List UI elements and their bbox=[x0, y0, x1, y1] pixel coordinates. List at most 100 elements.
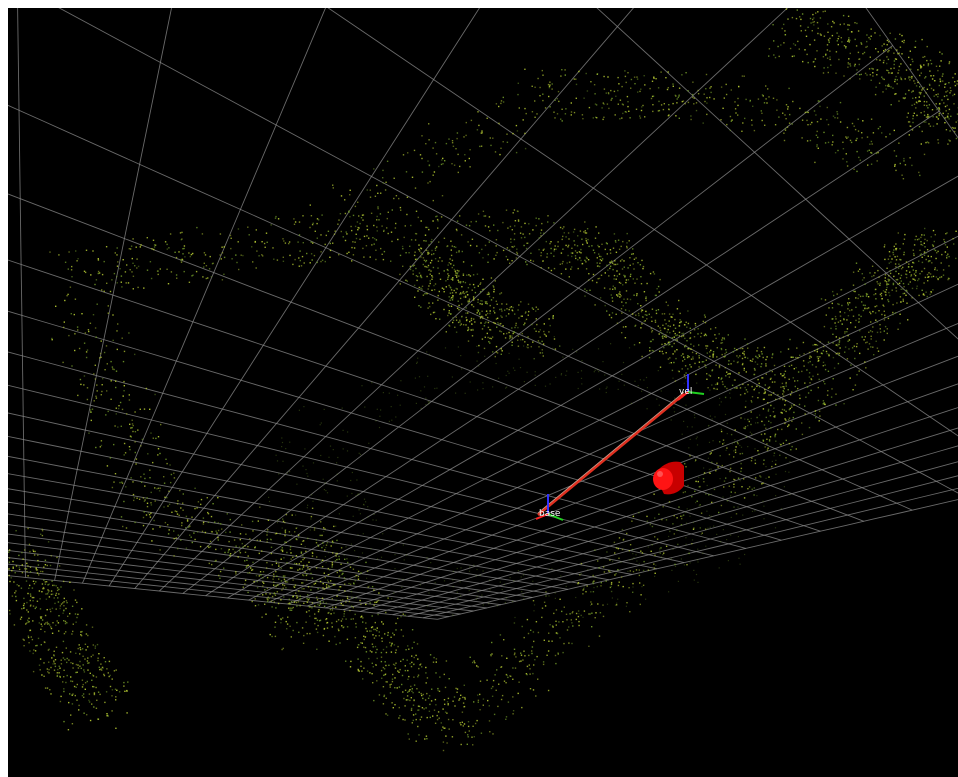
scene-svg[interactable]: base vel bbox=[8, 8, 958, 777]
cloud-point bbox=[92, 654, 94, 656]
cloud-point bbox=[500, 147, 502, 149]
cloud-point bbox=[639, 582, 641, 584]
cloud-point bbox=[642, 584, 645, 586]
cloud-point bbox=[100, 356, 102, 358]
cloud-point bbox=[586, 242, 588, 244]
cloud-point bbox=[603, 75, 605, 78]
cloud-point bbox=[774, 56, 777, 59]
cloud-point bbox=[114, 688, 117, 690]
cloud-point bbox=[856, 150, 858, 153]
cloud-point bbox=[815, 134, 818, 136]
cloud-point bbox=[557, 90, 560, 93]
cloud-point bbox=[429, 703, 431, 706]
cloud-point bbox=[645, 296, 647, 298]
cloud-point bbox=[784, 127, 787, 130]
cloud-point bbox=[823, 67, 825, 69]
cloud-point bbox=[561, 238, 563, 241]
cloud-point bbox=[373, 224, 375, 227]
cloud-point bbox=[455, 251, 458, 254]
cloud-point bbox=[673, 361, 675, 364]
cloud-point bbox=[872, 75, 874, 77]
cloud-point bbox=[306, 252, 308, 255]
cloud-point bbox=[848, 339, 851, 341]
cloud-point bbox=[888, 49, 890, 52]
cloud-point bbox=[227, 550, 230, 552]
cloud-point bbox=[324, 243, 326, 246]
cloud-point bbox=[109, 290, 112, 293]
cloud-point bbox=[495, 300, 497, 302]
cloud-point bbox=[317, 544, 319, 546]
cloud-point bbox=[450, 297, 452, 300]
cloud-point bbox=[345, 601, 347, 603]
cloud-point bbox=[433, 709, 436, 711]
cloud-point bbox=[582, 589, 584, 591]
cloud-point bbox=[617, 584, 620, 587]
cloud-point bbox=[704, 528, 707, 530]
cloud-point bbox=[83, 696, 85, 698]
cloud-point bbox=[645, 310, 647, 313]
cloud-point bbox=[610, 99, 612, 101]
cloud-point bbox=[912, 121, 914, 124]
cloud-point bbox=[744, 356, 747, 359]
3d-viewport[interactable]: base vel bbox=[8, 8, 958, 777]
cloud-point bbox=[77, 667, 80, 669]
cloud-point bbox=[739, 394, 742, 396]
cloud-point bbox=[907, 319, 909, 321]
cloud-point bbox=[357, 226, 359, 229]
cloud-point bbox=[639, 90, 641, 93]
cloud-point bbox=[143, 287, 145, 289]
cloud-point bbox=[611, 97, 613, 100]
cloud-point bbox=[819, 341, 821, 343]
cloud-point bbox=[604, 248, 606, 251]
cloud-point bbox=[615, 313, 617, 315]
cloud-point bbox=[357, 570, 360, 573]
cloud-point bbox=[751, 360, 753, 362]
cloud-point bbox=[597, 278, 599, 280]
cloud-point bbox=[743, 353, 745, 355]
cloud-point bbox=[555, 609, 558, 611]
cloud-point bbox=[376, 648, 378, 651]
cloud-point bbox=[893, 150, 896, 152]
cloud-point bbox=[427, 253, 429, 255]
cloud-point bbox=[288, 242, 290, 245]
cloud-point bbox=[523, 650, 525, 652]
cloud-point bbox=[912, 115, 914, 117]
cloud-point bbox=[494, 674, 496, 676]
cloud-point bbox=[596, 281, 598, 284]
cloud-point bbox=[659, 327, 661, 329]
cloud-point bbox=[134, 411, 136, 413]
cloud-point bbox=[311, 223, 314, 226]
cloud-point bbox=[40, 570, 42, 573]
cloud-point bbox=[715, 364, 717, 366]
cloud-point bbox=[284, 534, 286, 537]
cloud-point bbox=[726, 447, 728, 449]
cloud-point bbox=[712, 340, 714, 342]
cloud-point bbox=[390, 636, 392, 638]
cloud-point bbox=[244, 579, 247, 582]
cloud-point bbox=[560, 75, 562, 77]
cloud-point bbox=[569, 613, 571, 615]
cloud-point bbox=[275, 215, 277, 218]
cloud-point bbox=[598, 265, 601, 268]
cloud-point bbox=[303, 602, 305, 604]
cloud-point bbox=[122, 259, 124, 261]
cloud-point bbox=[390, 260, 392, 262]
cloud-point bbox=[693, 345, 695, 347]
cloud-point bbox=[938, 84, 940, 87]
cloud-point bbox=[58, 665, 60, 667]
cloud-point bbox=[481, 310, 483, 312]
cloud-point bbox=[718, 377, 720, 379]
cloud-point bbox=[720, 430, 723, 433]
cloud-point bbox=[848, 348, 850, 350]
cloud-point bbox=[467, 326, 469, 329]
cloud-point bbox=[309, 568, 311, 571]
cloud-point bbox=[314, 582, 317, 585]
cloud-point bbox=[464, 281, 467, 284]
cloud-point bbox=[906, 290, 908, 292]
cloud-point bbox=[472, 283, 475, 286]
cloud-point bbox=[335, 555, 337, 557]
cloud-point bbox=[899, 76, 902, 79]
cloud-point bbox=[954, 130, 956, 133]
cloud-point bbox=[662, 337, 664, 339]
cloud-point bbox=[438, 272, 440, 275]
